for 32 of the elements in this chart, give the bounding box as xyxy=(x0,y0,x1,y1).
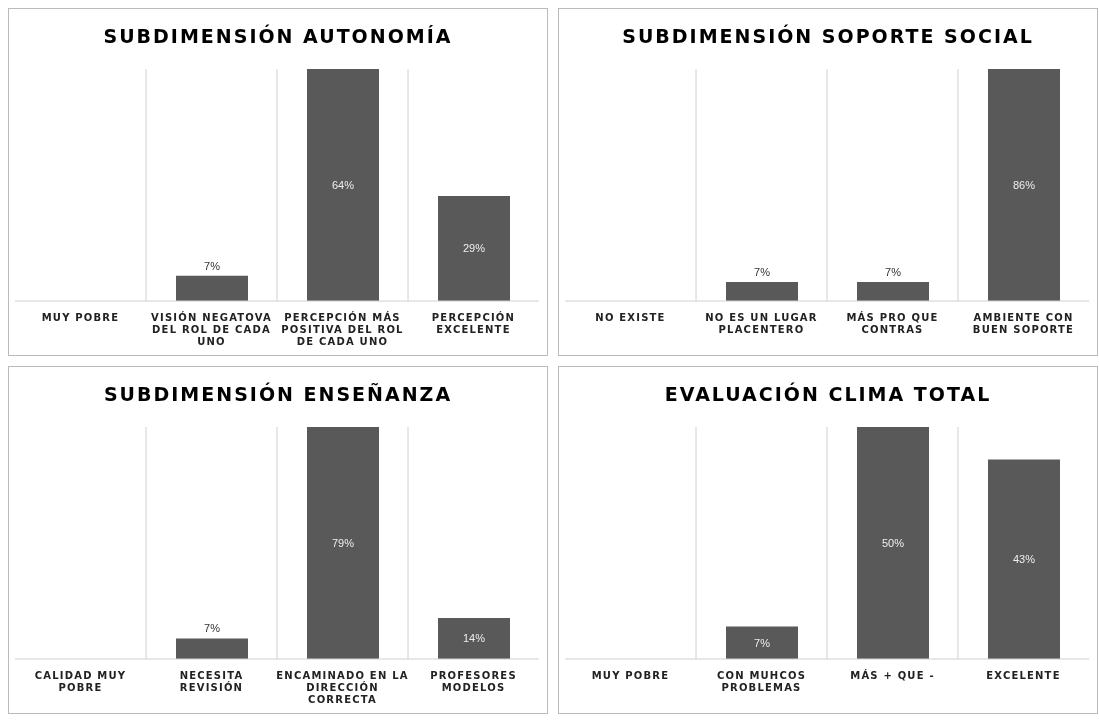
x-tick-label: CALIDAD MUY POBRE xyxy=(34,670,127,693)
chart-title: SUBDIMENSIÓN ENSEÑANZA xyxy=(102,383,454,407)
x-tick-label: MUY POBRE xyxy=(41,312,120,323)
data-label: 79% xyxy=(331,537,355,549)
x-tick-label: NECESITA REVISIÓN xyxy=(179,670,244,693)
data-label: 29% xyxy=(462,242,486,255)
data-label: 14% xyxy=(462,632,486,645)
x-tick-label: MUY POBRE xyxy=(591,670,670,681)
x-tick-label: PERCEPCIÓN EXCELENTE xyxy=(431,311,516,335)
x-tick-label: PROFESORES MODELOS xyxy=(430,670,517,693)
chart-title: SUBDIMENSIÓN AUTONOMÍA xyxy=(102,25,454,49)
data-label: 7% xyxy=(204,259,221,272)
x-tick-label: CON MUHCOS PROBLEMAS xyxy=(716,670,807,693)
x-tick-label: PERCEPCIÓN MÁS POSITIVA DEL ROL DE CADA UNO xyxy=(281,311,404,347)
data-label: 7% xyxy=(754,266,771,279)
chart-title: SUBDIMENSIÓN SOPORTE SOCIAL xyxy=(621,25,1035,49)
x-tick-label: NO EXISTE xyxy=(595,312,666,323)
data-label: 43% xyxy=(1012,553,1036,566)
x-tick-label: MÁS PRO QUE CONTRAS xyxy=(846,311,939,335)
data-label: 64% xyxy=(331,179,355,191)
data-label: 7% xyxy=(204,622,221,635)
x-tick-label: NO ES UN LUGAR PLACENTERO xyxy=(705,312,818,335)
x-tick-label: EXCELENTE xyxy=(986,670,1061,681)
x-tick-label: VISIÓN NEGATOVA DEL ROL DE CADA UNO xyxy=(151,311,272,347)
chart-title: EVALUACIÓN CLIMA TOTAL xyxy=(663,383,993,407)
x-tick-label: ENCAMINADO EN LA DIRECCIÓN CORRECTA xyxy=(276,670,409,705)
data-label: 7% xyxy=(885,266,902,279)
data-label: 86% xyxy=(1012,179,1036,191)
x-tick-label: MÁS + QUE - xyxy=(850,669,935,681)
data-label: 7% xyxy=(754,636,771,649)
data-label: 50% xyxy=(881,537,905,549)
x-tick-label: AMBIENTE CON BUEN SOPORTE xyxy=(972,312,1075,335)
